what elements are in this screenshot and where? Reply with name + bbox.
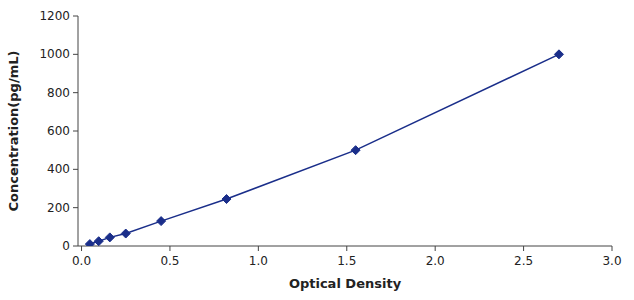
tick-label: 800 <box>47 86 70 100</box>
tick-mark <box>81 246 82 251</box>
tick-mark <box>73 131 78 132</box>
tick-label: 600 <box>47 124 70 138</box>
marker <box>351 146 360 155</box>
tick-mark <box>612 246 613 251</box>
y-axis-label: Concentration(pg/mL) <box>6 51 21 212</box>
tick-mark <box>73 54 78 55</box>
tick-label: 1200 <box>39 9 70 23</box>
marker <box>554 50 563 59</box>
plot-area <box>85 50 563 246</box>
marker <box>222 195 231 204</box>
chart: 0.0 0.5 1.0 1.5 2.0 2.5 3.0 0 200 400 600 800 1000 12… <box>0 0 634 300</box>
tick-label: 1.0 <box>249 254 268 268</box>
marker <box>94 237 103 246</box>
tick-label: 400 <box>47 162 70 176</box>
tick-mark <box>523 246 524 251</box>
y-axis-line <box>78 16 79 246</box>
marker <box>157 217 166 226</box>
tick-label: 1.5 <box>337 254 356 268</box>
marker <box>105 233 114 242</box>
tick-mark <box>435 246 436 251</box>
marker <box>121 229 130 238</box>
tick-mark <box>73 207 78 208</box>
tick-mark <box>73 92 78 93</box>
tick-label: 0 <box>62 239 70 253</box>
tick-mark <box>169 246 170 251</box>
tick-mark <box>346 246 347 251</box>
tick-label: 3.0 <box>602 254 621 268</box>
tick-label: 2.5 <box>514 254 533 268</box>
x-axis-line <box>78 246 612 247</box>
x-axis-label: Optical Density <box>289 276 402 291</box>
tick-label: 200 <box>47 201 70 215</box>
tick-label: 0.0 <box>72 254 91 268</box>
tick-mark <box>73 16 78 17</box>
axes: 0.0 0.5 1.0 1.5 2.0 2.5 3.0 0 200 400 600 800 1000 12… <box>39 9 621 268</box>
line <box>90 54 559 244</box>
tick-label: 0.5 <box>160 254 179 268</box>
tick-mark <box>258 246 259 251</box>
tick-mark <box>73 246 78 247</box>
marker <box>85 240 94 246</box>
tick-label: 2.0 <box>426 254 445 268</box>
tick-mark <box>73 169 78 170</box>
tick-label: 1000 <box>39 47 70 61</box>
